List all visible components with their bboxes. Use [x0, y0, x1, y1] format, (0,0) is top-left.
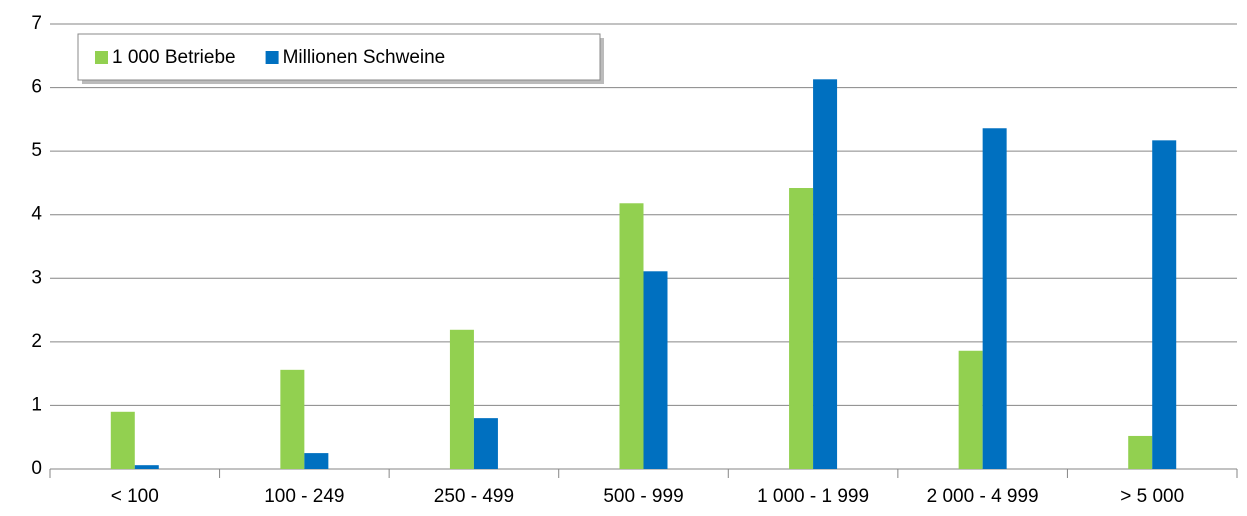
legend-swatch — [95, 51, 108, 64]
bar — [473, 418, 498, 469]
x-tick-label: 1 000 - 1 999 — [757, 486, 869, 507]
bar — [958, 350, 983, 469]
legend-box — [77, 33, 601, 81]
bar — [110, 411, 135, 469]
y-tick-label: 7 — [31, 13, 42, 34]
y-tick-label: 2 — [31, 331, 42, 352]
legend-label: Millionen Schweine — [283, 47, 446, 68]
bar — [134, 465, 159, 469]
x-tick-label: 100 - 249 — [264, 486, 344, 507]
bar — [449, 329, 474, 469]
bar — [813, 79, 838, 470]
bar — [280, 369, 305, 469]
legend-swatch — [265, 51, 279, 64]
y-tick-label: 4 — [31, 204, 42, 225]
bar — [619, 203, 644, 469]
y-tick-label: 1 — [31, 394, 42, 415]
bar — [982, 128, 1007, 469]
legend-label: 1 000 Betriebe — [112, 47, 236, 68]
bar — [304, 453, 329, 469]
bar — [643, 271, 668, 469]
bar — [1152, 140, 1177, 470]
y-tick-label: 0 — [31, 458, 42, 479]
bar — [789, 188, 814, 469]
y-tick-label: 5 — [31, 140, 42, 161]
x-tick-label: 250 - 499 — [434, 486, 514, 507]
bar — [1128, 435, 1153, 469]
y-tick-label: 3 — [31, 267, 42, 288]
x-tick-label: 2 000 - 4 999 — [927, 486, 1039, 507]
x-tick-label: > 5 000 — [1120, 486, 1184, 507]
x-tick-label: < 100 — [111, 486, 159, 507]
y-tick-label: 6 — [31, 77, 42, 98]
x-tick-label: 500 - 999 — [603, 486, 683, 507]
legend: 1 000 Betriebe Millionen Schweine — [77, 33, 604, 84]
